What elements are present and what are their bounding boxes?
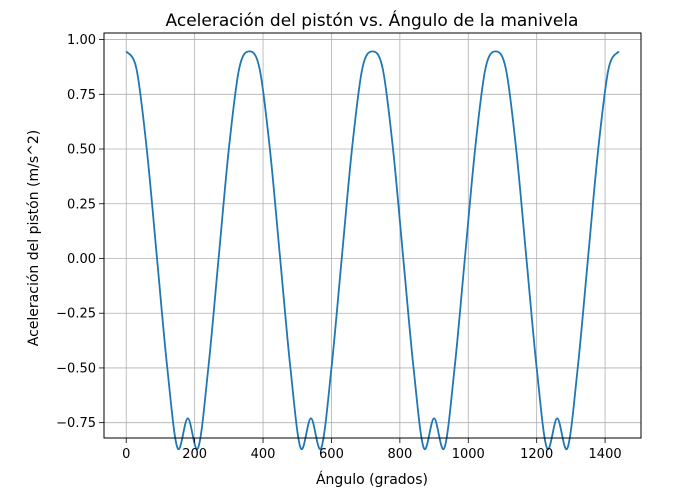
chart-title: Aceleración del pistón vs. Ángulo de la … <box>166 9 579 31</box>
y-tick-label: 0.50 <box>67 143 96 158</box>
x-tick-label: 400 <box>251 447 276 462</box>
x-tick-label: 1000 <box>452 447 485 462</box>
y-tick-label: 0.00 <box>67 252 96 267</box>
x-axis: 0 200 400 600 800 1000 1200 1400 <box>122 438 622 462</box>
y-tick-label: 0.75 <box>67 88 96 103</box>
y-tick-label: 1.00 <box>67 33 96 48</box>
x-tick-label: 600 <box>319 447 344 462</box>
grid <box>104 33 641 438</box>
x-tick-label: 0 <box>122 447 130 462</box>
plot-area <box>125 50 620 451</box>
axes-frame <box>103 32 642 439</box>
x-tick-label: 1200 <box>520 447 553 462</box>
x-axis-label: Ángulo (grados) <box>316 471 428 488</box>
y-tick-label: −0.75 <box>56 416 96 431</box>
x-tick-label: 200 <box>182 447 207 462</box>
y-tick-label: −0.25 <box>56 307 96 322</box>
y-tick-label: −0.50 <box>56 361 96 376</box>
series-line <box>125 50 620 451</box>
y-tick-label: 0.25 <box>67 197 96 212</box>
y-axis: 1.00 0.75 0.50 0.25 0.00 −0.25 −0.50 −0.75 <box>56 33 104 431</box>
x-tick-label: 1400 <box>589 447 622 462</box>
y-axis-label: Aceleración del pistón (m/s^2) <box>26 130 42 346</box>
x-tick-label: 800 <box>387 447 412 462</box>
